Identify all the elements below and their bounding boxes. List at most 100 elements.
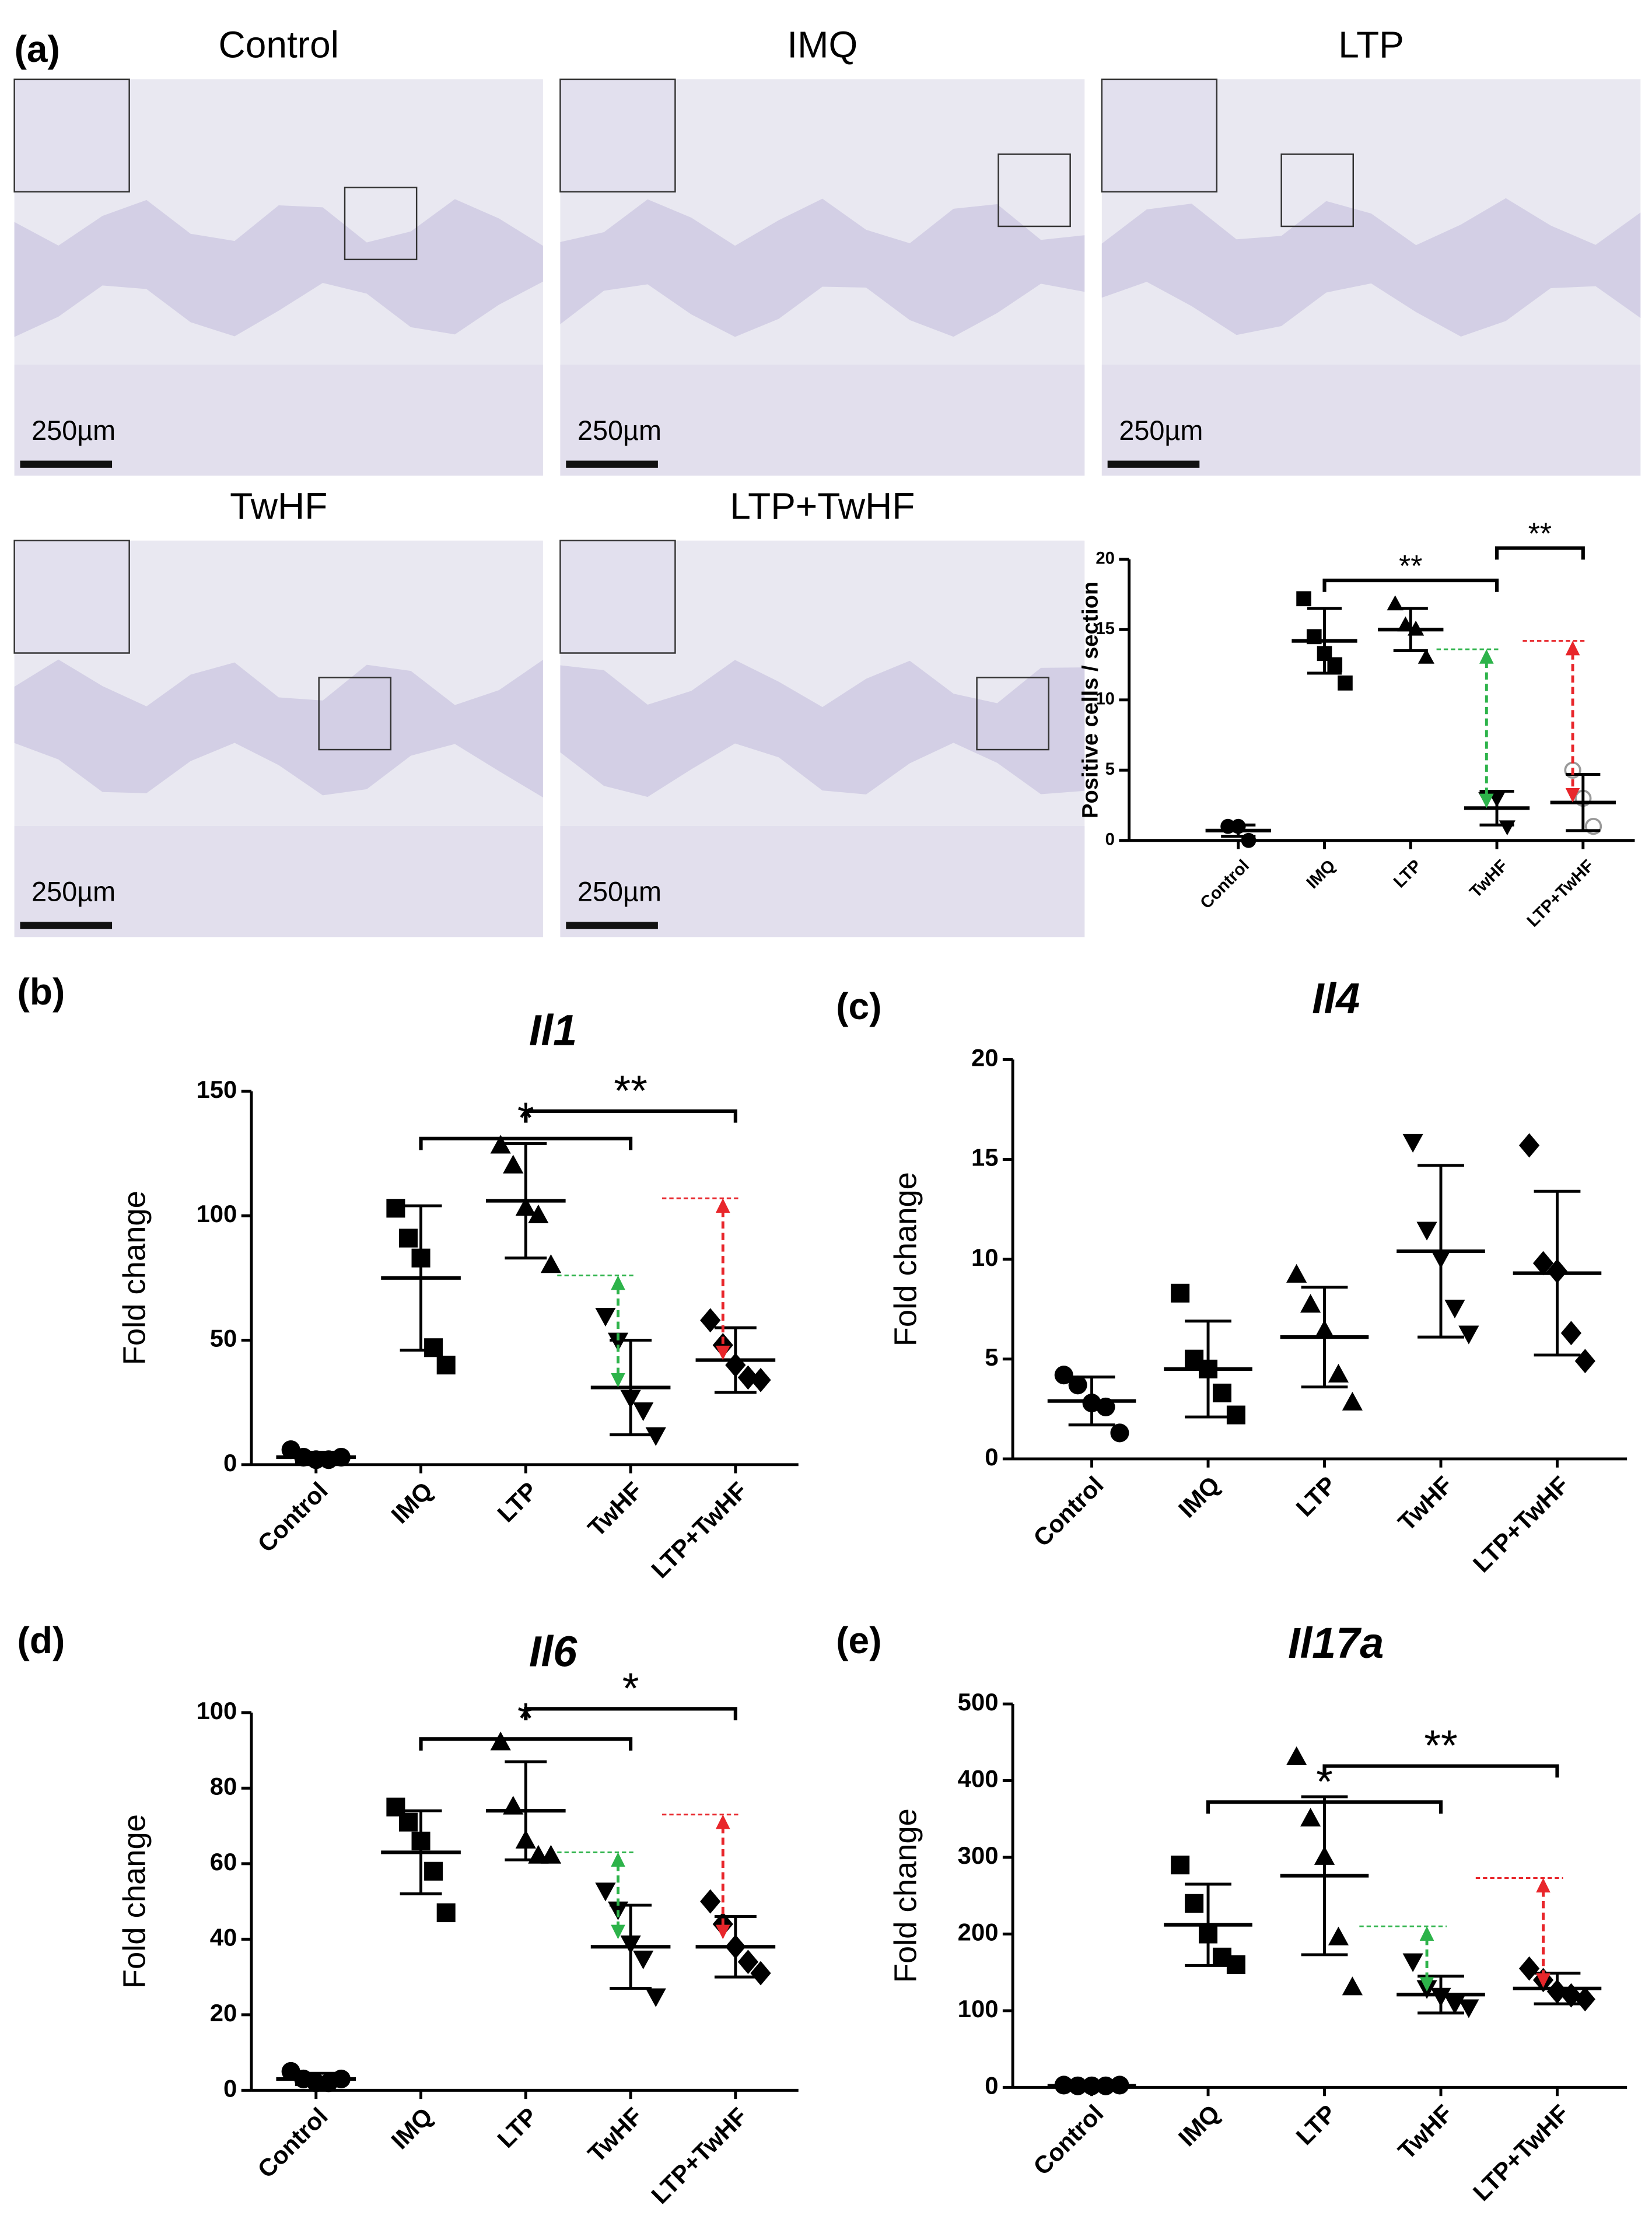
point xyxy=(1458,1999,1479,2018)
sd-bar xyxy=(1185,1882,1231,1967)
point xyxy=(645,1988,666,2007)
arrow-head xyxy=(1419,1977,1434,1992)
micrograph: IMQ 250µm xyxy=(559,23,1085,476)
y-tick-label: 40 xyxy=(210,1923,237,1951)
point xyxy=(1342,1391,1363,1410)
arrow-head xyxy=(715,1814,730,1829)
significance-bracket xyxy=(419,1136,633,1150)
tissue xyxy=(1101,198,1641,337)
significance-bracket xyxy=(1494,546,1585,560)
point xyxy=(607,1332,629,1352)
sd-bar xyxy=(1534,1972,1581,2006)
sd-bar xyxy=(1418,1975,1464,2015)
zoom-box xyxy=(998,153,1071,228)
sd-bar xyxy=(1301,1795,1348,1957)
scale-label: 250µm xyxy=(578,415,662,446)
chart-title: Il6 xyxy=(529,1627,578,1675)
y-tick-label: 50 xyxy=(210,1324,237,1352)
panel-label: (e) xyxy=(836,1619,881,1661)
panel-label: (a) xyxy=(15,28,60,70)
point xyxy=(1185,1894,1204,1913)
significance-label: ** xyxy=(1528,516,1552,550)
point xyxy=(1387,595,1404,611)
sd-bar xyxy=(1418,1164,1464,1339)
y-tick-label: 200 xyxy=(958,1918,999,1945)
y-tick-label: 400 xyxy=(958,1765,999,1793)
arrow-head xyxy=(611,1373,625,1388)
micrograph: LTP 250µm xyxy=(1101,23,1641,476)
zoom-box xyxy=(976,677,1049,751)
sd-bar xyxy=(505,1142,547,1260)
arrow-head xyxy=(1536,1973,1550,1988)
dermis xyxy=(1101,365,1641,476)
y-tick-label: 5 xyxy=(985,1343,998,1371)
arrow-head xyxy=(1565,640,1580,656)
dermis xyxy=(560,365,1085,476)
tissue xyxy=(14,199,543,337)
arrow-head xyxy=(1479,649,1494,664)
point xyxy=(1212,1383,1231,1403)
point xyxy=(1327,657,1343,673)
point xyxy=(1054,1366,1073,1385)
sd-bar xyxy=(1068,1376,1115,1427)
arrow-head xyxy=(611,1852,625,1867)
micrograph-title: LTP xyxy=(1338,23,1404,65)
significance-bracket xyxy=(419,1737,633,1751)
point xyxy=(436,1356,456,1375)
significance-bracket xyxy=(1206,1800,1443,1814)
point xyxy=(737,1365,759,1390)
y-tick-label: 10 xyxy=(971,1244,999,1271)
point xyxy=(503,1154,524,1174)
point xyxy=(398,1228,418,1248)
arrow-head xyxy=(1536,1878,1550,1893)
y-tick-label: 10 xyxy=(1096,690,1115,709)
y-axis-label: Positive cells / section xyxy=(1079,582,1103,818)
point xyxy=(1532,1251,1554,1276)
significance-bracket xyxy=(1322,1764,1559,1778)
point xyxy=(1458,1325,1479,1345)
sd-bar xyxy=(1307,607,1342,675)
tissue xyxy=(14,659,543,797)
panel-label: (b) xyxy=(18,971,65,1013)
y-tick-label: 20 xyxy=(971,1044,999,1071)
y-tick-label: 0 xyxy=(985,2071,998,2099)
y-tick-label: 80 xyxy=(210,1772,237,1800)
micrograph-title: LTP+TwHF xyxy=(730,485,915,527)
y-tick-label: 20 xyxy=(1096,549,1115,568)
inset xyxy=(559,78,676,192)
chart-title: Il1 xyxy=(529,1006,577,1054)
inset xyxy=(13,540,130,654)
point xyxy=(1584,817,1602,835)
point xyxy=(1300,1294,1321,1313)
point xyxy=(1444,1299,1465,1319)
dermis xyxy=(14,365,543,476)
point xyxy=(490,1731,511,1751)
dermis xyxy=(560,826,1085,937)
significance-label: ** xyxy=(1424,1721,1458,1769)
y-axis-label: Fold change xyxy=(116,1191,152,1365)
y-tick-label: 100 xyxy=(197,1697,237,1724)
sd-bar xyxy=(400,1204,442,1352)
arrow-head xyxy=(715,1198,730,1213)
tissue xyxy=(560,198,1085,337)
y-tick-label: 100 xyxy=(958,1995,999,2022)
arrow-head xyxy=(1419,1926,1434,1941)
arrow-head xyxy=(715,1924,730,1940)
point xyxy=(712,1333,733,1357)
y-tick-label: 0 xyxy=(223,2074,237,2102)
sd-bar xyxy=(1534,1189,1581,1357)
significance-label: * xyxy=(622,1664,639,1712)
arrow-head xyxy=(1479,793,1494,808)
sd-bar xyxy=(295,2071,337,2087)
point xyxy=(540,1254,562,1273)
point xyxy=(1328,1363,1349,1383)
point xyxy=(1328,1926,1349,1945)
zoom-box xyxy=(344,187,418,261)
point xyxy=(737,1950,759,1975)
dermis xyxy=(14,826,543,937)
point xyxy=(1402,1133,1423,1153)
micrograph: TwHF 250µm xyxy=(13,485,543,937)
y-axis-label: Fold change xyxy=(888,1172,923,1346)
y-tick-label: 0 xyxy=(223,1449,237,1476)
